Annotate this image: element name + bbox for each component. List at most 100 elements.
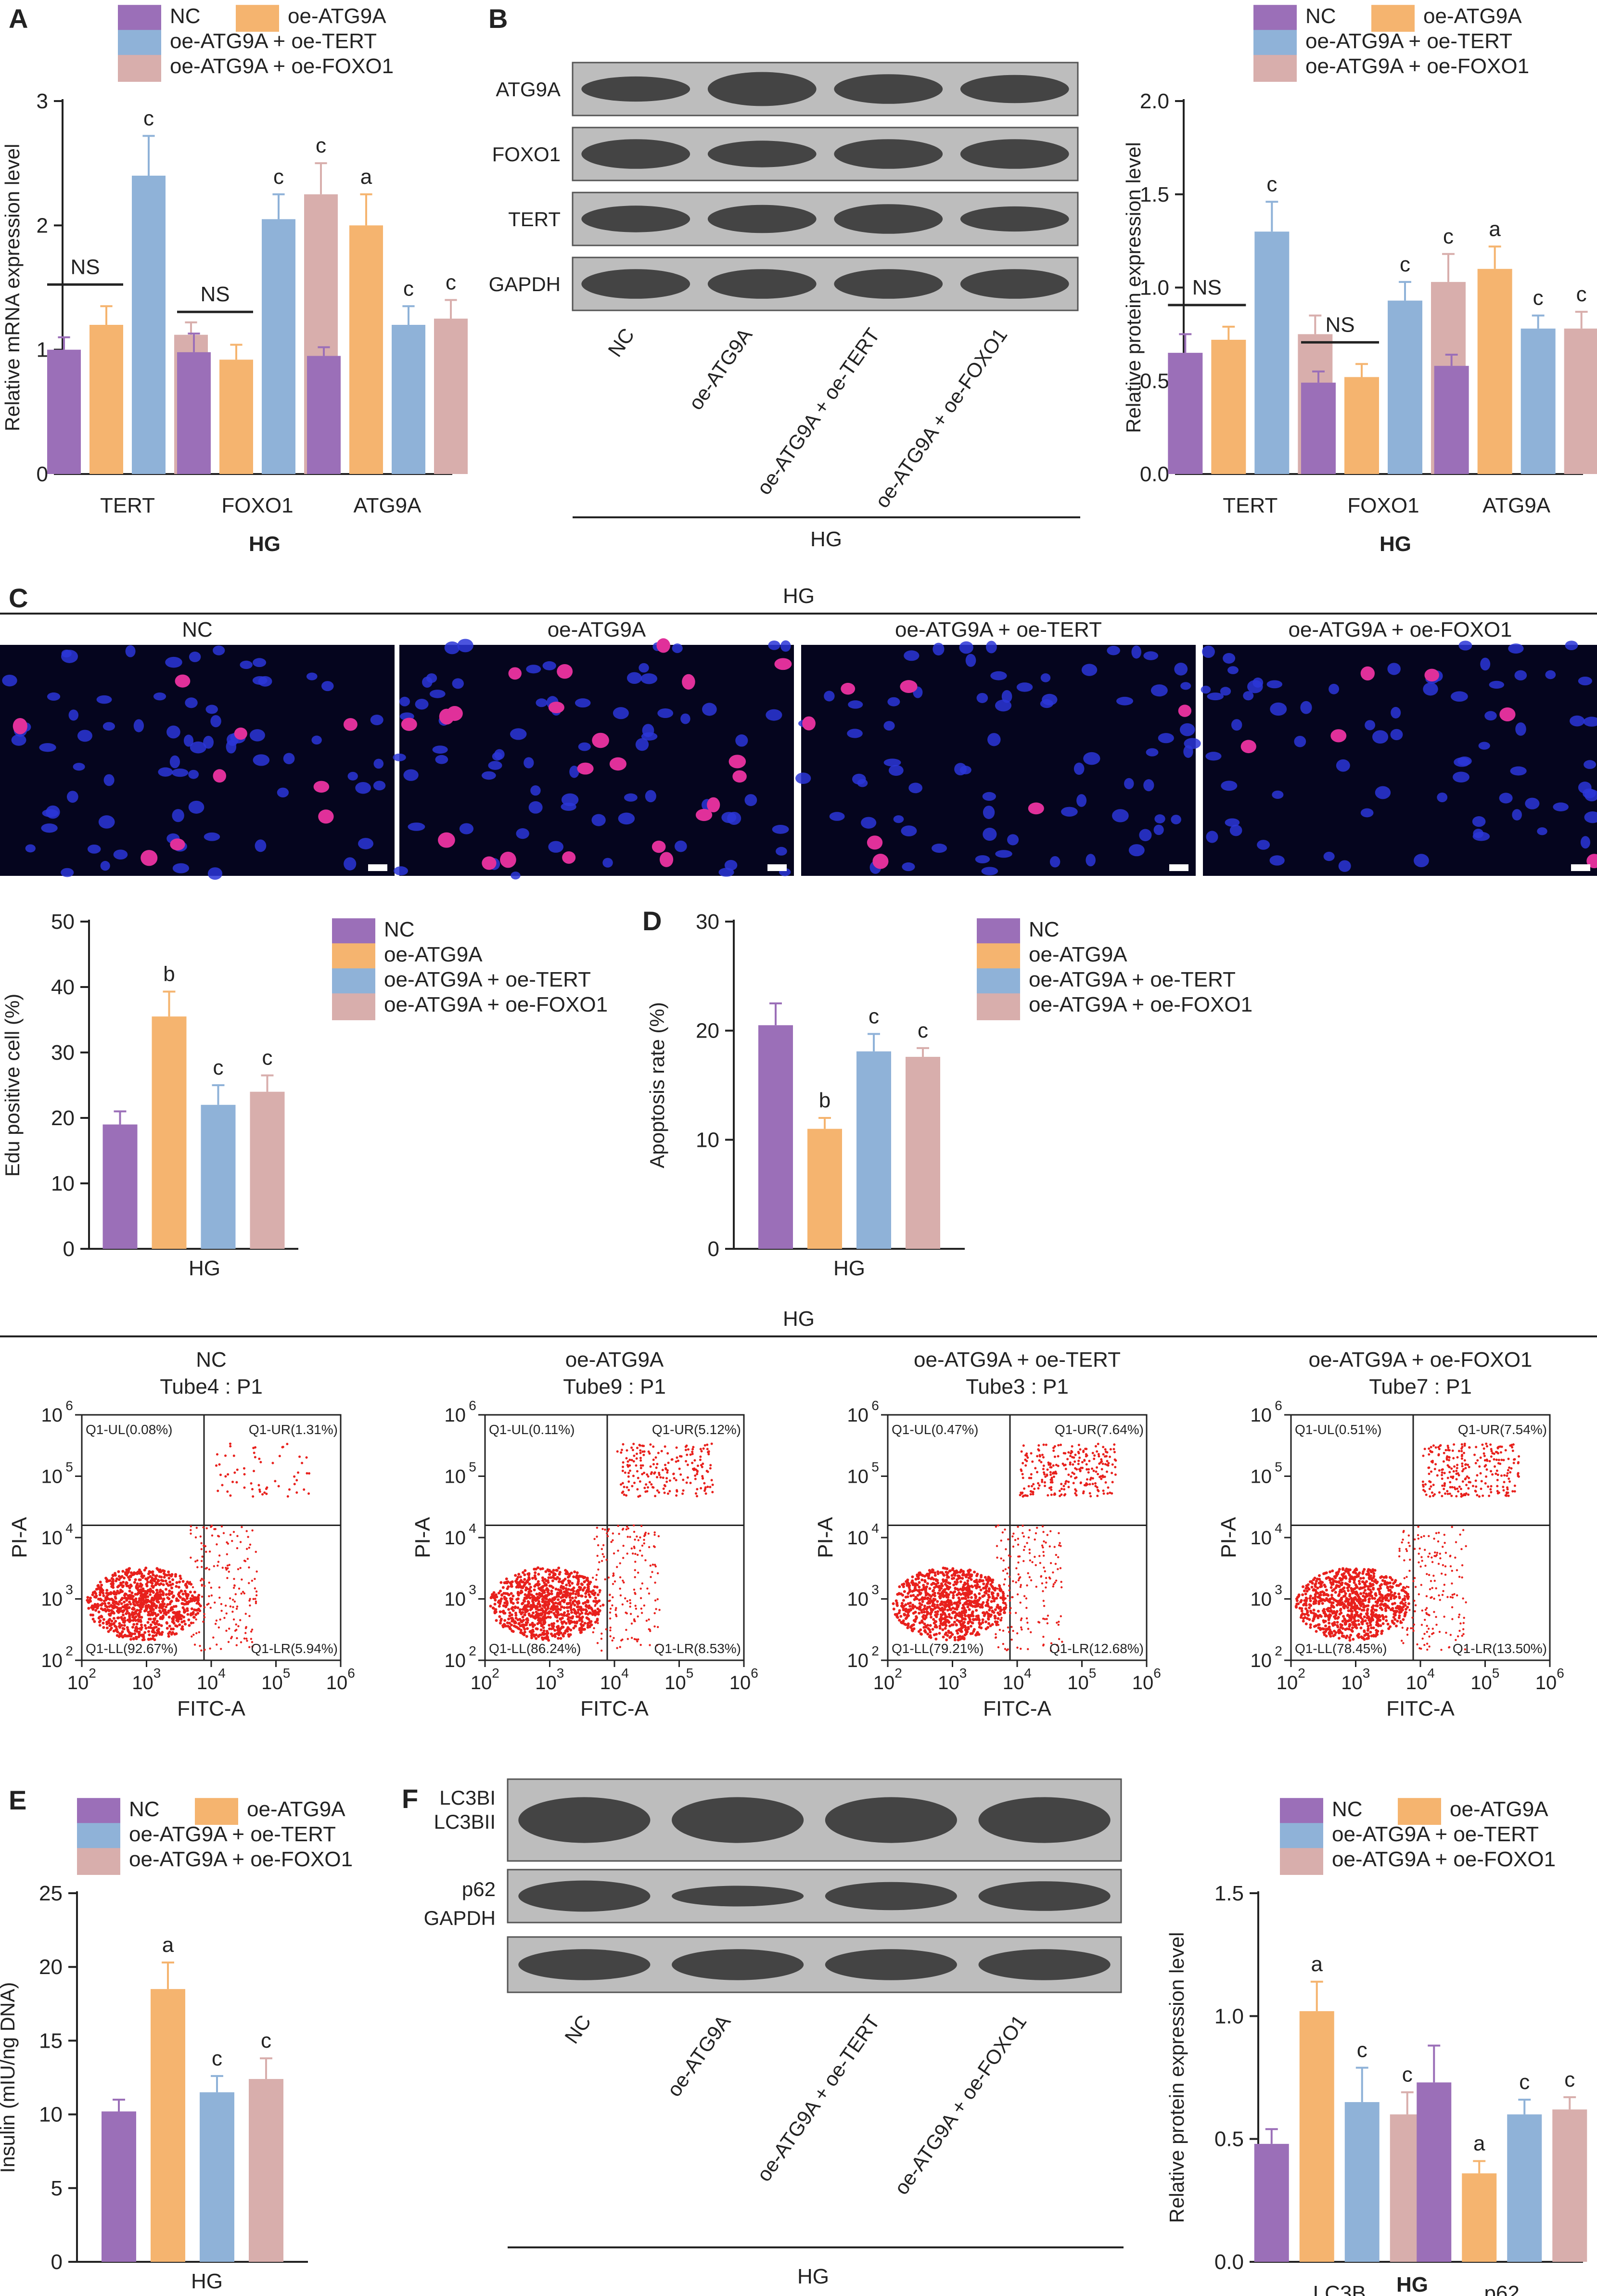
event-dot — [649, 1644, 651, 1646]
band — [978, 1797, 1111, 1843]
event-dot — [991, 1578, 995, 1582]
event-dot — [151, 1627, 154, 1630]
nucleus — [158, 767, 173, 777]
event-dot — [541, 1586, 544, 1589]
event-dot — [505, 1577, 508, 1580]
y-tick-label: 1 — [37, 338, 48, 362]
nucleus — [102, 722, 115, 731]
event-dot — [251, 1641, 254, 1643]
event-dot — [136, 1603, 140, 1607]
event-dot — [245, 1530, 248, 1532]
event-dot — [984, 1576, 987, 1579]
event-dot — [608, 1528, 610, 1530]
event-dot — [982, 1611, 985, 1615]
event-dot — [538, 1618, 542, 1622]
event-dot — [214, 1601, 216, 1604]
event-dot — [231, 1539, 233, 1542]
event-dot — [958, 1591, 961, 1595]
event-dot — [172, 1627, 175, 1630]
event-dot — [1077, 1450, 1080, 1453]
event-dot — [190, 1607, 193, 1611]
event-dot — [166, 1621, 169, 1625]
nucleus — [641, 732, 658, 741]
event-dot — [1365, 1592, 1368, 1596]
event-dot — [1357, 1623, 1361, 1626]
event-dot — [124, 1634, 128, 1638]
event-dot — [895, 1603, 899, 1606]
event-dot — [530, 1636, 534, 1640]
event-dot — [1109, 1491, 1112, 1494]
event-dot — [933, 1582, 936, 1585]
blot-band-label: LC3BI — [439, 1786, 496, 1809]
event-dot — [702, 1447, 705, 1450]
event-dot — [160, 1624, 163, 1627]
event-dot — [971, 1617, 975, 1621]
event-dot — [1107, 1486, 1110, 1489]
event-dot — [594, 1596, 597, 1600]
event-dot — [627, 1480, 630, 1483]
event-dot — [1060, 1488, 1063, 1490]
legend-label: NC — [1029, 918, 1060, 941]
y-tick-label: 1.5 — [1140, 183, 1169, 206]
event-dot — [939, 1607, 943, 1611]
event-dot — [531, 1577, 534, 1580]
event-dot — [1061, 1462, 1064, 1465]
event-dot — [1348, 1623, 1352, 1627]
event-dot — [110, 1585, 114, 1588]
event-dot — [508, 1614, 511, 1617]
nucleus — [252, 676, 268, 685]
event-dot — [641, 1473, 644, 1475]
legend-label: oe-ATG9A — [1029, 943, 1127, 966]
event-dot — [1027, 1648, 1029, 1651]
event-dot — [554, 1587, 558, 1591]
event-dot — [114, 1597, 117, 1600]
event-dot — [1026, 1621, 1029, 1624]
nucleus — [61, 649, 72, 658]
band — [518, 1880, 651, 1912]
event-dot — [946, 1608, 949, 1612]
event-dot — [994, 1616, 997, 1620]
edu-positive-nucleus — [13, 718, 27, 734]
flow-tube-label: Tube3 : P1 — [966, 1375, 1069, 1398]
nucleus — [1375, 786, 1391, 799]
nucleus — [1329, 683, 1339, 694]
hg-label: HG — [810, 527, 842, 551]
event-dot — [220, 1603, 223, 1605]
nucleus — [41, 823, 58, 833]
event-dot — [1027, 1572, 1029, 1575]
event-dot — [220, 1609, 223, 1612]
event-dot — [573, 1603, 576, 1607]
event-dot — [633, 1545, 636, 1548]
event-dot — [1099, 1461, 1102, 1464]
band — [518, 1797, 651, 1843]
event-dot — [225, 1568, 228, 1571]
event-dot — [1052, 1449, 1055, 1452]
event-dot — [540, 1607, 544, 1610]
nucleus — [61, 868, 74, 877]
event-dot — [102, 1591, 105, 1595]
event-dot — [1050, 1466, 1053, 1469]
event-dot — [123, 1603, 127, 1607]
event-dot — [147, 1603, 150, 1607]
event-dot — [596, 1593, 600, 1596]
significance-label: c — [212, 2047, 222, 2070]
edu-positive-nucleus — [1330, 729, 1347, 743]
event-dot — [537, 1635, 540, 1638]
nucleus — [975, 855, 990, 863]
event-dot — [1050, 1476, 1053, 1479]
event-dot — [566, 1576, 570, 1579]
event-dot — [980, 1574, 983, 1577]
nucleus — [1206, 831, 1218, 843]
event-dot — [572, 1608, 575, 1611]
event-dot — [635, 1452, 638, 1455]
event-dot — [1075, 1494, 1078, 1497]
event-dot — [499, 1619, 502, 1622]
event-dot — [632, 1475, 635, 1477]
event-dot — [529, 1605, 532, 1608]
event-dot — [1044, 1475, 1047, 1478]
event-dot — [553, 1633, 557, 1636]
event-dot — [665, 1477, 668, 1480]
event-dot — [609, 1607, 612, 1610]
event-dot — [1016, 1593, 1019, 1596]
